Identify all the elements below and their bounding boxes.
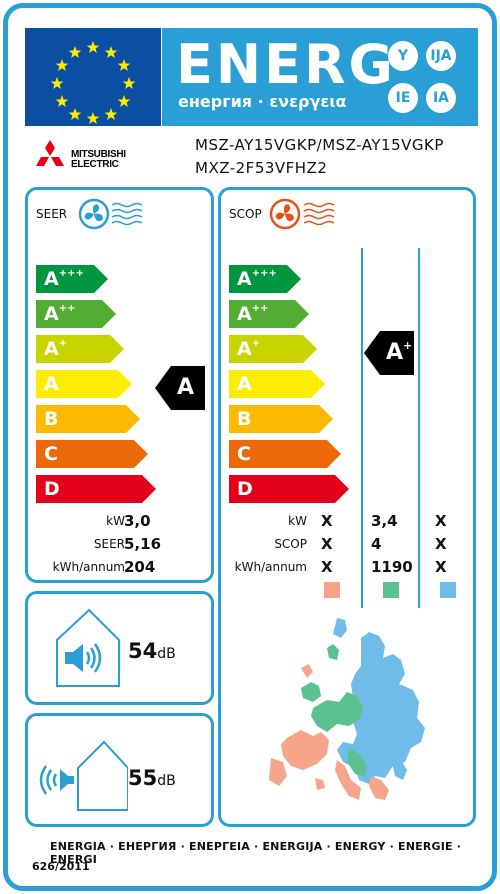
zone-divider (418, 248, 420, 608)
scop-title: SCOP (229, 207, 262, 221)
zone-divider (361, 248, 363, 608)
seer-class-label: A+++ (44, 268, 84, 290)
seer-class-label: A++ (44, 303, 76, 325)
scop-class-label: A (237, 373, 252, 395)
seer-rating-indicator: A (155, 366, 205, 410)
suffix-badge: IJA (426, 41, 456, 71)
seer-class-label: C (44, 443, 58, 465)
scop-class-arrow: A (229, 370, 325, 398)
scop-class-label: C (237, 443, 251, 465)
brand-logo: MITSUBISHI ELECTRIC (33, 138, 163, 178)
scop-class-arrow: A++ (229, 300, 309, 328)
scop-class-label: D (237, 478, 253, 500)
outdoor-speaker-house-icon (39, 740, 128, 811)
scop-class-label: A++ (237, 303, 269, 325)
seer-annual-label: kWh/annum (52, 560, 125, 574)
seer-annual-value: 204 (124, 558, 156, 576)
seer-class-arrow: D (36, 475, 156, 503)
scop-class-arrow: A+++ (229, 265, 301, 293)
model-outdoor: MXZ-2F53VFHZ2 (195, 159, 328, 177)
energy-label: ENERG енергия · ενεργεια Y IJA IE IA MIT… (3, 3, 497, 891)
header: ENERG енергия · ενεργεια Y IJA IE IA (25, 28, 478, 126)
energy-subtitle: енергия · ενεργεια (178, 92, 347, 111)
zone-swatch-warmer (324, 582, 340, 598)
model-indoor: MSZ-AY15VGKP/MSZ-AY15VGKP (195, 136, 444, 154)
suffix-badge: IA (426, 83, 456, 113)
scop-annual-zone2: 1190 (371, 558, 413, 576)
seer-class-arrow: A+ (36, 335, 124, 363)
suffix-badge: Y (388, 41, 418, 71)
cooling-fan-icon (78, 198, 143, 230)
seer-class-label: A+ (44, 338, 68, 360)
scop-label: SCOP (274, 537, 307, 551)
energy-title: ENERG (176, 33, 396, 96)
regulation-number: 626/2011 (32, 860, 90, 873)
seer-label: SEER (93, 537, 125, 551)
scop-annual-zone3: X (435, 558, 447, 576)
scop-kw-zone1: X (321, 512, 333, 530)
seer-panel: SEER A+++ A++ A+ A B C D A kW 3,0 SEER 5,16 kW… (25, 187, 214, 583)
seer-class-arrow: B (36, 405, 140, 433)
outdoor-noise-panel: 55dB (25, 713, 214, 827)
scop-class-label: A+++ (237, 268, 277, 290)
scop-zone1: X (321, 535, 333, 553)
indoor-speaker-house-icon (56, 608, 120, 687)
indoor-noise: 54dB (128, 639, 176, 663)
seer-class-label: D (44, 478, 60, 500)
energy-title-band: ENERG енергия · ενεργεια Y IJA IE IA (162, 28, 478, 126)
scop-kw-label: kW (288, 514, 307, 528)
suffix-badge: IE (388, 83, 418, 113)
heating-fan-icon (269, 198, 335, 230)
seer-class-label: B (44, 408, 59, 430)
seer-class-label: A (44, 373, 59, 395)
scop-class-arrow: B (229, 405, 333, 433)
mitsubishi-diamonds-icon (36, 140, 64, 166)
indoor-noise-panel: 54dB (25, 591, 214, 705)
scop-zone3: X (435, 535, 447, 553)
seer-rating: A (177, 375, 195, 400)
brand-name: MITSUBISHI ELECTRIC (71, 149, 126, 170)
scop-kw-zone3: X (435, 512, 447, 530)
scop-annual-label: kWh/annum (234, 560, 307, 574)
scop-class-label: A+ (237, 338, 261, 360)
scop-rating: A (386, 340, 404, 365)
outdoor-noise: 55dB (128, 766, 176, 790)
seer-class-arrow: A++ (36, 300, 116, 328)
seer-class-arrow: A+++ (36, 265, 108, 293)
scop-panel: SCOP A+++ A++ A+ A B C D A+ kW X 3,4 X SCOP (218, 187, 476, 827)
scop-annual-zone1: X (321, 558, 333, 576)
seer-kw-label: kW (106, 514, 125, 528)
seer-value: 5,16 (124, 535, 162, 553)
scop-zone2: 4 (371, 535, 382, 553)
eu-flag-icon (25, 28, 161, 126)
scop-rating-indicator: A+ (364, 331, 414, 375)
europe-climate-map (269, 618, 425, 800)
seer-title: SEER (36, 207, 68, 221)
zone-swatch-average (383, 582, 399, 598)
scop-kw-zone2: 3,4 (371, 512, 398, 530)
footer-languages: ENERGIA · ЕНЕРГИЯ · ΕΝΕΡΓΕΙΑ · ENERGIJA … (50, 840, 462, 866)
seer-class-arrow: A (36, 370, 132, 398)
scop-class-label: B (237, 408, 252, 430)
scop-class-arrow: A+ (229, 335, 317, 363)
seer-kw-value: 3,0 (124, 512, 151, 530)
scop-class-arrow: D (229, 475, 349, 503)
scop-class-arrow: C (229, 440, 341, 468)
seer-class-arrow: C (36, 440, 148, 468)
zone-swatch-colder (440, 582, 456, 598)
